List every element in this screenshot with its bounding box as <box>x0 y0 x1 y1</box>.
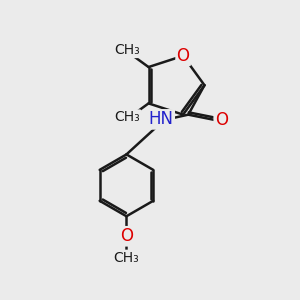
Text: O: O <box>120 227 133 245</box>
Text: O: O <box>177 47 190 65</box>
Text: CH₃: CH₃ <box>114 110 140 124</box>
Text: O: O <box>215 111 228 129</box>
Text: CH₃: CH₃ <box>114 43 140 57</box>
Text: CH₃: CH₃ <box>114 251 139 265</box>
Text: HN: HN <box>149 110 174 128</box>
